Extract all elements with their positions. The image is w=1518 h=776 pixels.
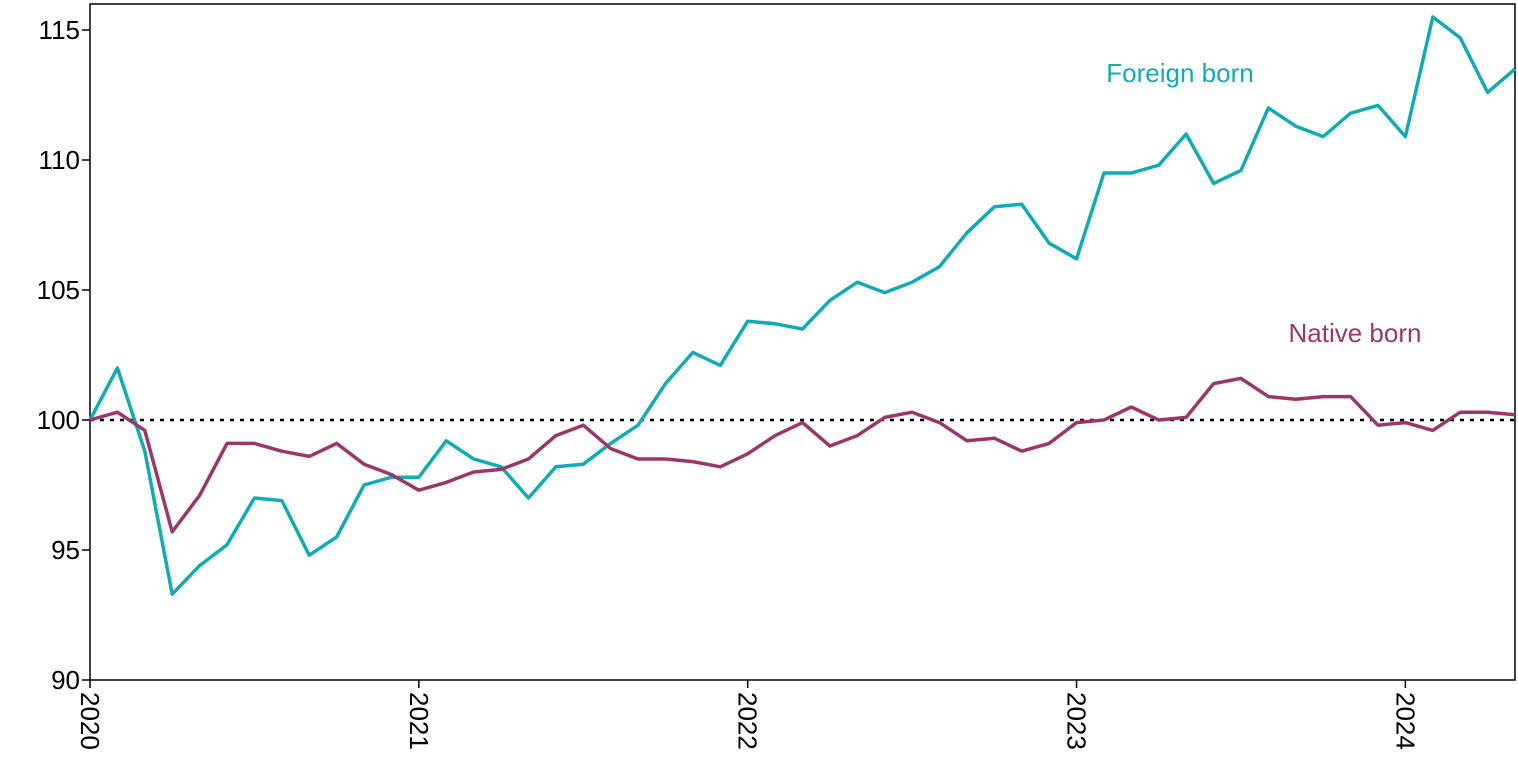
series-line — [89, 376, 1516, 534]
y-tick-label: 115 — [39, 15, 80, 45]
plot-frame — [89, 3, 1516, 681]
y-tick-label: 100 — [37, 405, 80, 435]
series-line — [88, 15, 1517, 596]
y-tick-label: 105 — [37, 275, 80, 305]
x-tick-label: 2021 — [404, 692, 434, 750]
series-label: Foreign born — [1106, 58, 1253, 88]
y-tick-label: 95 — [51, 535, 80, 565]
x-tick-label: 2020 — [75, 692, 105, 750]
x-tick-label: 2022 — [733, 692, 763, 750]
x-tick-label: 2023 — [1062, 692, 1092, 750]
x-tick-label: 2024 — [1390, 692, 1420, 750]
series-label: Native born — [1289, 318, 1422, 348]
y-tick-label: 110 — [39, 145, 80, 175]
y-tick-label: 90 — [51, 665, 80, 695]
